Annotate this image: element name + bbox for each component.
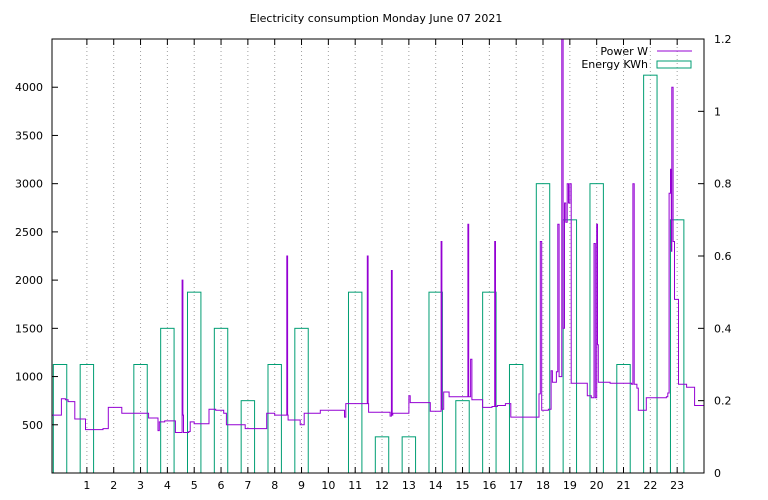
x-tick-label: 11 (348, 479, 362, 492)
x-tick-label: 23 (670, 479, 684, 492)
axes: 1 2 3 4 5 6 7 8 9 10 11 12 13 14 15 16 17 18 19 20 21 22 23500… (15, 33, 732, 492)
y-left-tick-label: 3500 (15, 129, 43, 142)
x-tick-label: 8 (271, 479, 278, 492)
chart-title: Electricity consumption Monday June 07 2… (250, 12, 503, 25)
y-left-tick-label: 500 (22, 419, 43, 432)
x-tick-label: 5 (191, 479, 198, 492)
y-left-tick-label: 1500 (15, 322, 43, 335)
y-right-tick-label: 0.2 (714, 395, 732, 408)
y-right-tick-label: 1.2 (714, 33, 732, 46)
y-left-tick-label: 1000 (15, 371, 43, 384)
y-right-tick-label: 0.8 (714, 178, 732, 191)
x-tick-label: 4 (164, 479, 171, 492)
x-tick-label: 14 (429, 479, 443, 492)
y-left-tick-label: 2500 (15, 226, 43, 239)
legend-label-energy: Energy KWh (581, 58, 648, 71)
power-line (52, 38, 704, 433)
x-tick-label: 10 (321, 479, 335, 492)
y-right-tick-label: 0 (714, 467, 721, 480)
y-right-tick-label: 0.4 (714, 322, 732, 335)
x-tick-label: 20 (590, 479, 604, 492)
legend-swatch-energy (656, 60, 692, 69)
x-tick-label: 7 (244, 479, 251, 492)
y-left-tick-label: 3000 (15, 178, 43, 191)
x-tick-label: 9 (298, 479, 305, 492)
x-tick-label: 3 (137, 479, 144, 492)
x-tick-label: 22 (643, 479, 657, 492)
plot-border (51, 38, 705, 474)
y-left-tick-label: 4000 (15, 81, 43, 94)
x-tick-label: 12 (375, 479, 389, 492)
y-left-tick-label: 2000 (15, 274, 43, 287)
grid-lines (86, 39, 678, 473)
x-tick-label: 17 (509, 479, 523, 492)
y-right-tick-label: 1 (714, 105, 721, 118)
x-tick-label: 13 (402, 479, 416, 492)
x-tick-label: 2 (110, 479, 117, 492)
x-tick-label: 1 (83, 479, 90, 492)
power-series-line (52, 38, 704, 433)
x-tick-label: 21 (617, 479, 631, 492)
legend-label-power: Power W (600, 45, 648, 58)
x-tick-label: 6 (218, 479, 225, 492)
x-tick-label: 19 (563, 479, 577, 492)
x-tick-label: 15 (456, 479, 470, 492)
x-tick-label: 16 (482, 479, 496, 492)
y-right-tick-label: 0.6 (714, 250, 732, 263)
x-tick-label: 18 (536, 479, 550, 492)
